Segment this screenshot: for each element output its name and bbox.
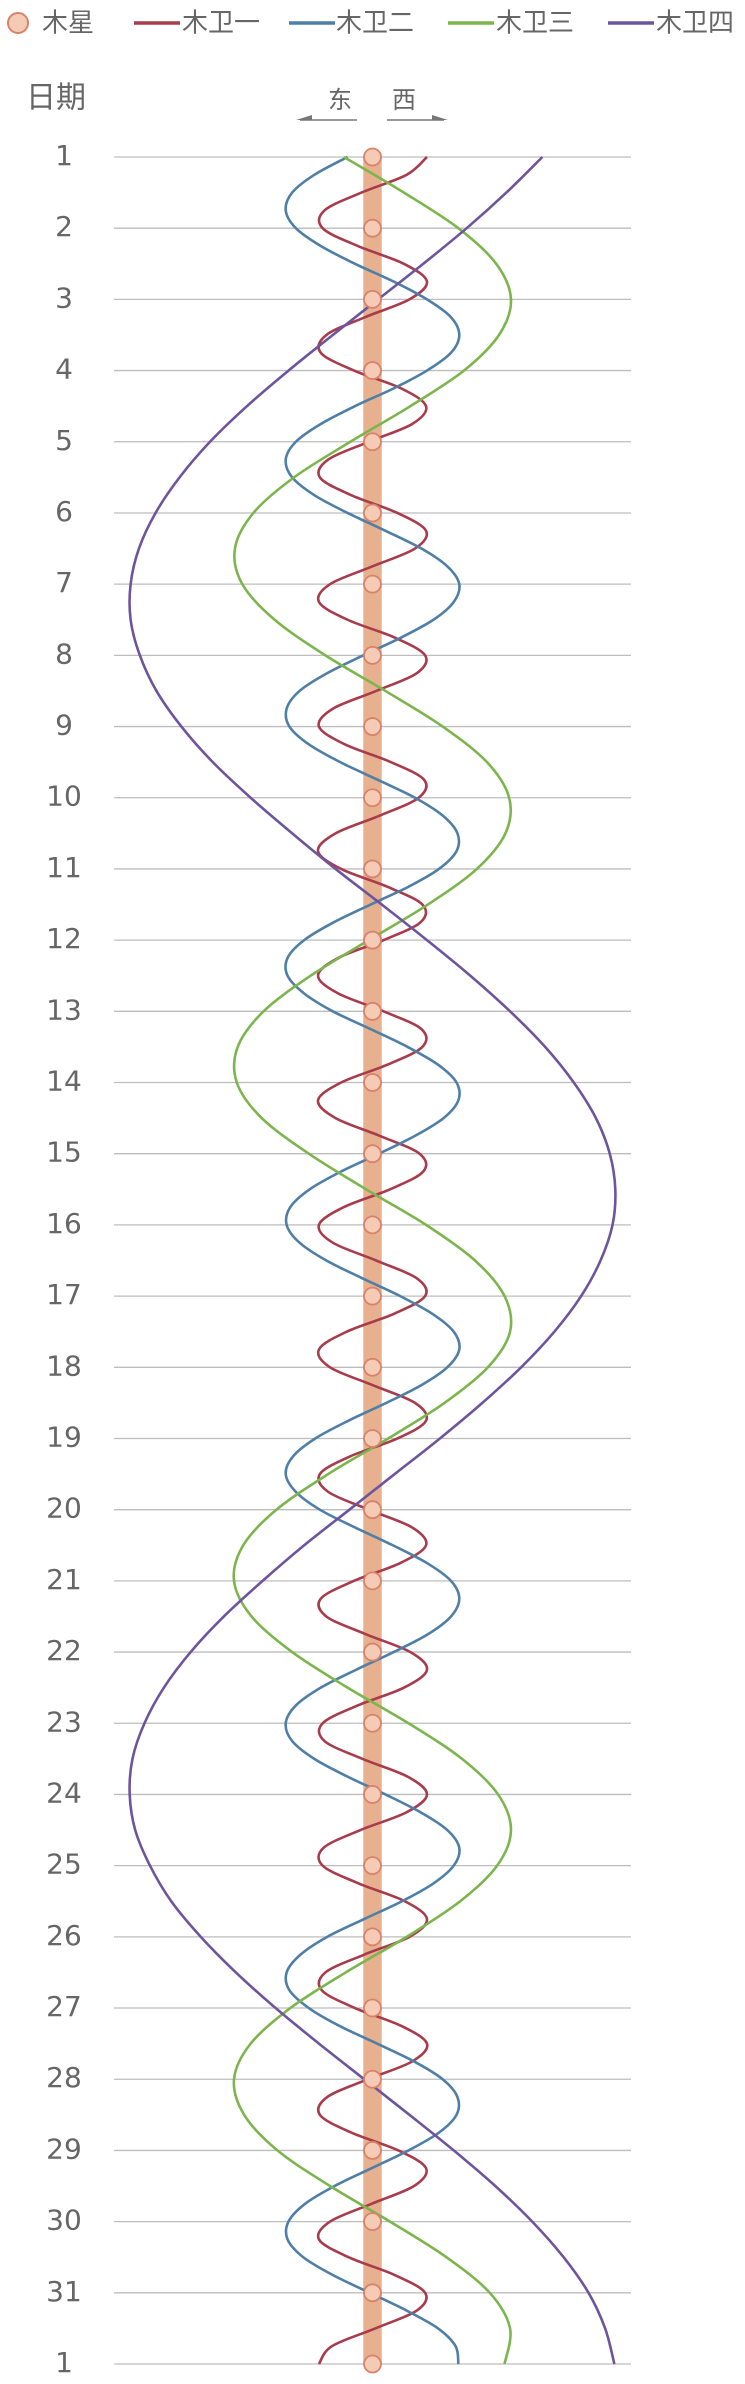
- moon-orbit-line: [232, 155, 513, 2365]
- y-tick-label: 21: [46, 1563, 82, 1596]
- y-tick-label: 31: [46, 2275, 82, 2308]
- jupiter-marker: [363, 2069, 382, 2089]
- jupiter-marker: [363, 147, 382, 167]
- y-tick-label: 2: [55, 210, 73, 243]
- east-arrow: [296, 115, 357, 121]
- west-label: 西: [392, 86, 416, 114]
- moon-orbit-line: [316, 156, 429, 2365]
- jupiter-marker: [363, 1073, 382, 1092]
- jupiter-marker: [363, 1500, 382, 1520]
- jupiter-marker: [363, 1215, 382, 1235]
- legend-label: 木卫二: [336, 9, 414, 39]
- jupiter-marker: [363, 2354, 382, 2374]
- y-tick-label: 17: [46, 1278, 82, 1311]
- y-tick-label: 13: [46, 993, 82, 1026]
- jupiter-marker: [363, 1785, 382, 1804]
- jupiter-marker: [363, 1998, 382, 2018]
- jupiter-marker: [363, 574, 382, 594]
- legend-label: 木星: [42, 9, 94, 39]
- jupiter-marker: [363, 2212, 382, 2232]
- east-label: 东: [328, 86, 352, 114]
- y-tick-label: 10: [46, 780, 82, 813]
- y-tick-label: 14: [46, 1065, 82, 1098]
- jupiter-marker: [363, 1927, 382, 1947]
- jupiter-marker: [363, 717, 382, 736]
- y-tick-label: 4: [55, 353, 73, 386]
- y-tick-label: 11: [46, 851, 82, 884]
- jupiter-marker: [363, 1144, 382, 1164]
- y-tick-label: 5: [55, 424, 73, 457]
- jupiter-marker: [363, 2283, 382, 2303]
- moon-orbit-line: [128, 156, 617, 2365]
- legend-label: 木卫三: [496, 9, 574, 39]
- y-tick-label: 8: [55, 637, 73, 670]
- y-tick-label: 6: [55, 495, 73, 528]
- moon-orbit-line: [284, 155, 461, 2365]
- y-tick-label: 30: [46, 2204, 82, 2237]
- jupiter-marker: [363, 361, 382, 380]
- y-tick-label: 19: [46, 1420, 82, 1453]
- legend-marker: [7, 12, 29, 34]
- y-tick-label: 18: [46, 1349, 82, 1382]
- jupiter-marker: [363, 1429, 382, 1448]
- jupiter-marker: [363, 930, 382, 950]
- y-tick-label: 12: [46, 922, 82, 955]
- jupiter-marker: [363, 218, 382, 238]
- y-axis-title: 日期: [26, 81, 86, 116]
- y-tick-label: 24: [46, 1776, 82, 1809]
- west-arrow: [387, 115, 448, 121]
- y-tick-label: 15: [46, 1136, 82, 1169]
- y-tick-label: 7: [55, 566, 73, 599]
- jupiter-marker: [363, 432, 382, 452]
- jupiter-marker: [363, 1856, 382, 1876]
- y-tick-label: 26: [46, 1919, 82, 1952]
- y-tick-label: 27: [46, 1990, 82, 2023]
- y-tick-label: 28: [46, 2061, 82, 2094]
- y-tick-label: 9: [55, 709, 73, 742]
- jupiter-marker: [363, 788, 382, 808]
- jupiter-marker: [363, 1001, 382, 1021]
- y-tick-label: 25: [46, 1848, 82, 1881]
- jupiter-marker: [363, 503, 382, 523]
- jupiter-marker: [363, 1642, 382, 1662]
- jupiter-marker: [363, 1286, 382, 1306]
- jupiter-marker: [363, 1571, 382, 1591]
- y-tick-label: 16: [46, 1207, 82, 1240]
- jupiter-marker: [363, 645, 382, 665]
- y-tick-label: 3: [55, 281, 73, 314]
- legend-label: 木卫一: [182, 9, 260, 39]
- jupiter-marker: [363, 1713, 382, 1733]
- y-tick-label: 23: [46, 1705, 82, 1738]
- jupiter-marker: [363, 2141, 382, 2160]
- y-tick-label: 1: [55, 2346, 73, 2379]
- jupiter-marker: [363, 1357, 382, 1377]
- y-tick-label: 1: [55, 139, 73, 172]
- y-tick-label: 20: [46, 1492, 82, 1525]
- jupiter-marker: [363, 289, 382, 309]
- y-tick-label: 22: [46, 1634, 82, 1667]
- y-tick-label: 29: [46, 2132, 82, 2165]
- jupiter-band: [363, 157, 382, 2364]
- legend-label: 木卫四: [656, 9, 734, 39]
- jupiter-marker: [363, 859, 382, 879]
